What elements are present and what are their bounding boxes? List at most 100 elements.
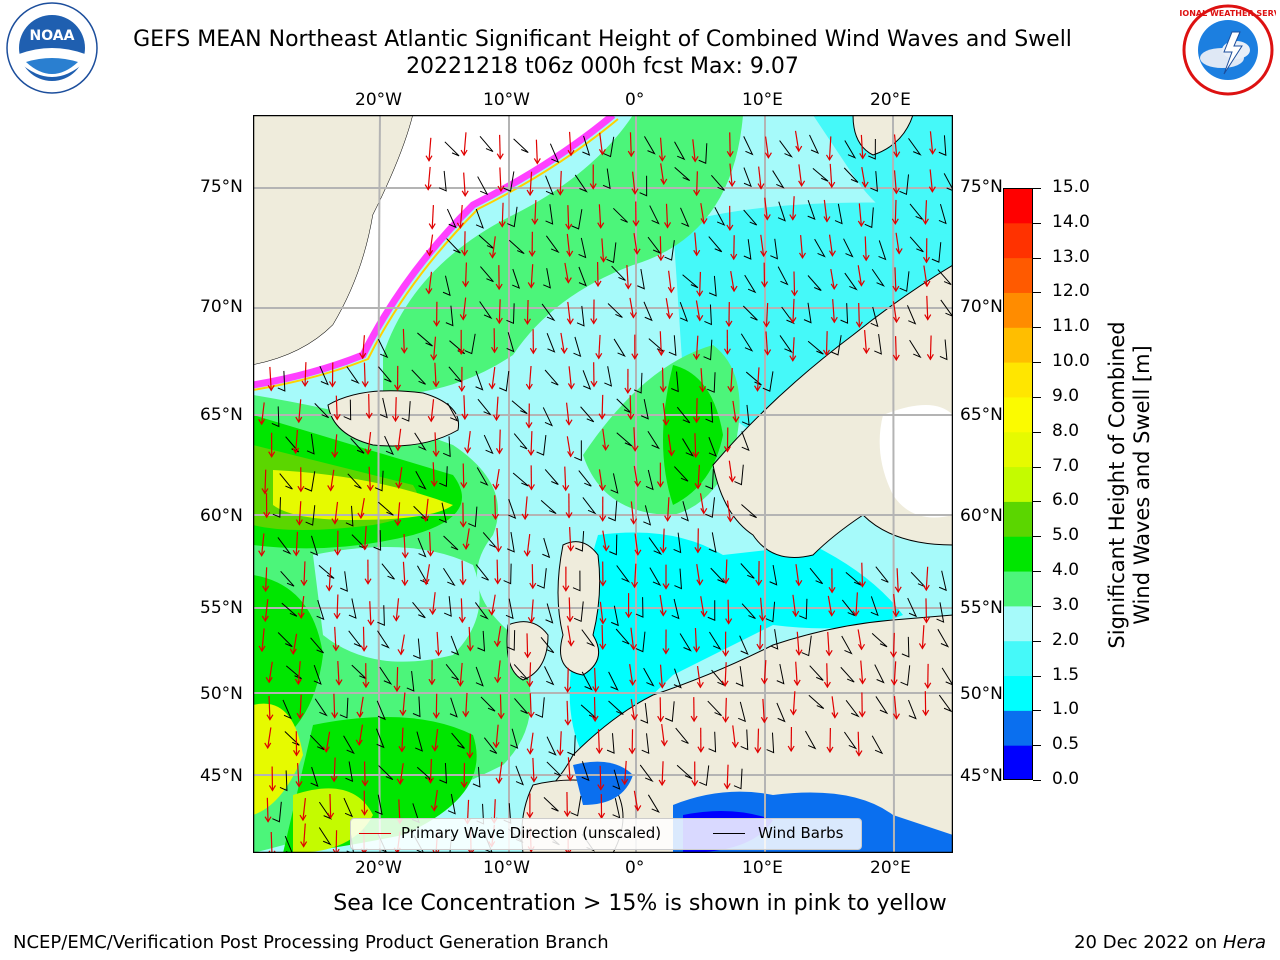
wind-barb xyxy=(671,371,679,393)
wave-direction-arrow xyxy=(858,302,860,327)
wind-barb xyxy=(799,598,808,620)
wind-barb xyxy=(480,266,494,283)
wave-direction-arrowhead xyxy=(427,415,435,423)
wave-direction-arrowhead xyxy=(488,252,497,259)
wind-barb xyxy=(714,206,726,226)
wave-direction-arrow xyxy=(800,235,804,258)
wave-direction-arrow xyxy=(601,624,604,649)
wave-direction-arrowhead xyxy=(625,611,633,619)
wave-direction-arrow xyxy=(661,723,665,746)
wind-barb xyxy=(379,666,393,685)
wave-direction-arrow xyxy=(567,757,571,781)
wave-direction-arrowhead xyxy=(564,686,572,693)
wind-barb xyxy=(541,303,556,322)
wind-barb xyxy=(641,733,650,754)
wind-barb xyxy=(812,167,829,182)
wind-barb xyxy=(710,567,725,584)
wind-barb xyxy=(475,564,489,581)
wind-barb xyxy=(635,597,644,618)
wave-direction-arrow xyxy=(700,596,705,617)
wave-direction-arrow xyxy=(659,236,662,261)
colorbar-tick-mark xyxy=(1033,431,1041,433)
wave-direction-arrow xyxy=(760,234,765,257)
wave-zone-north-sea xyxy=(569,532,903,755)
wave-direction-arrowhead xyxy=(562,484,570,492)
wave-direction-arrowhead xyxy=(696,290,704,297)
wave-direction-arrow xyxy=(659,137,663,161)
wave-direction-arrowhead xyxy=(433,320,441,327)
colorbar-tick-label: 1.0 xyxy=(1052,699,1080,720)
wind-barb xyxy=(444,141,460,157)
wave-direction-arrowhead xyxy=(566,774,574,782)
wave-direction-arrowhead xyxy=(394,519,402,527)
wave-direction-arrowhead xyxy=(928,186,936,193)
wind-barb xyxy=(506,303,515,325)
wave-direction-arrow xyxy=(401,727,404,752)
lat-label-right-45n: 45°N xyxy=(960,766,1003,786)
wave-direction-arrow xyxy=(359,696,364,718)
wind-barb xyxy=(707,600,716,622)
wind-barb xyxy=(937,269,952,285)
wave-direction-arrowhead xyxy=(400,347,408,354)
wave-direction-arrowhead xyxy=(764,152,772,159)
wave-direction-arrowhead xyxy=(624,387,632,395)
wave-direction-arrowhead xyxy=(660,740,668,747)
wave-direction-arrowhead xyxy=(495,448,503,455)
wave-direction-arrow xyxy=(634,533,639,555)
colorbar-segment xyxy=(1003,257,1033,293)
wave-direction-arrowhead xyxy=(862,254,870,262)
wave-direction-arrow xyxy=(529,732,534,754)
wind-barb xyxy=(508,499,517,519)
wave-direction-arrow xyxy=(630,501,635,524)
wave-direction-arrow xyxy=(601,238,605,262)
wave-direction-arrow xyxy=(831,696,836,718)
wave-direction-arrow xyxy=(328,567,332,591)
wind-barb xyxy=(643,301,653,322)
wind-barb xyxy=(314,403,330,419)
wind-barb xyxy=(743,209,758,226)
wind-barb xyxy=(543,268,551,289)
wave-direction-arrow xyxy=(727,599,730,624)
wave-direction-arrow xyxy=(700,368,704,392)
wave-direction-arrowhead xyxy=(425,155,433,162)
wind-barb xyxy=(803,302,812,324)
lat-label-left-75n: 75°N xyxy=(200,177,243,197)
wind-barb xyxy=(272,497,281,518)
wind-barb xyxy=(841,635,853,655)
wave-direction-arrow xyxy=(295,429,299,453)
wave-direction-arrowhead xyxy=(599,618,607,625)
wind-barb xyxy=(779,140,794,158)
wind-barb xyxy=(938,694,953,713)
wind-barb xyxy=(513,433,528,450)
wave-direction-arrowhead xyxy=(893,151,901,158)
wind-barb xyxy=(777,266,789,286)
wave-direction-legend-label: Primary Wave Direction (unscaled) xyxy=(401,824,662,842)
colorbar-segment xyxy=(1003,188,1033,224)
wind-barb xyxy=(616,565,631,583)
wave-direction-arrowhead xyxy=(757,183,765,190)
wave-direction-arrowhead xyxy=(731,741,739,749)
sea-ice-edge xyxy=(253,115,616,389)
wind-barb xyxy=(578,237,587,259)
wind-barb xyxy=(506,332,515,353)
wave-direction-arrowhead xyxy=(299,814,307,822)
wave-direction-arrowhead xyxy=(793,679,801,687)
wind-barb xyxy=(648,537,663,555)
wave-direction-arrow xyxy=(756,367,760,391)
wave-direction-arrowhead xyxy=(458,616,466,624)
wave-direction-arrow xyxy=(659,331,662,355)
wave-direction-arrowhead xyxy=(892,354,900,362)
wind-barb xyxy=(738,701,746,723)
wind-barb xyxy=(545,175,554,196)
map-legend: Primary Wave Direction (unscaled) Wind B… xyxy=(350,818,862,850)
wind-barb xyxy=(676,764,693,780)
wind-barb xyxy=(450,635,460,656)
wave-direction-arrow xyxy=(757,728,760,753)
wave-direction-arrow xyxy=(929,335,932,360)
wave-direction-arrowhead xyxy=(331,451,339,459)
colorbar-segment xyxy=(1003,605,1033,642)
wave-direction-arrowhead xyxy=(428,223,436,230)
wave-direction-arrowhead xyxy=(789,709,797,716)
wind-barb xyxy=(581,629,596,647)
wind-barb xyxy=(705,468,714,490)
